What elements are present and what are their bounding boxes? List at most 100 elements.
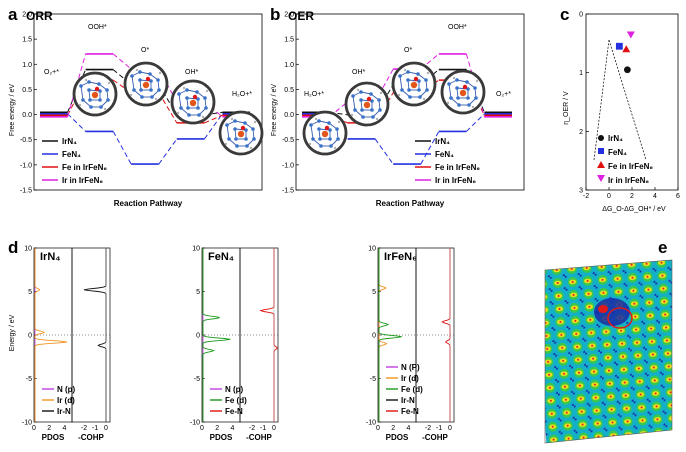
- panel-a-orr: a ORR -1.5 -1.0 -0.5 0.0 0.5 1.0 1.5 2.0 Free e…: [8, 5, 264, 208]
- y-tick-label: -10: [22, 420, 32, 427]
- panel-a-axes-frame: [33, 13, 263, 191]
- cohp-axis-label: -COHP: [246, 433, 272, 442]
- panel-a-x-axis-label: Reaction Pathway: [114, 199, 183, 208]
- legend-fe-in-irfen6: Fe in IrFeN₆: [608, 162, 653, 171]
- panel-letter-d: d: [8, 238, 18, 257]
- molecule-structure-icon: [72, 71, 118, 117]
- y-tick-label: 1.5: [22, 37, 32, 44]
- energy-connector: [158, 138, 178, 165]
- subplot-title: FeN₄: [208, 251, 234, 263]
- y-tick-label: -10: [190, 420, 200, 427]
- legend-ir-in-irfen6: Ir in IrFeN₆: [435, 176, 476, 185]
- panel-a-state-labels: O₂+* OOH* O* OH* H₂O+*: [44, 24, 252, 98]
- energy-connector: [158, 92, 178, 124]
- panel-a-title: ORR: [26, 9, 53, 23]
- pdos-curve: [378, 248, 402, 422]
- panel-b-y-axis-label: Free energy / eV: [271, 84, 278, 136]
- energy-connector: [112, 131, 132, 165]
- legend-label: Ir-N: [401, 396, 415, 405]
- panel-letter-a: a: [8, 5, 18, 24]
- y-tick-label: 5: [28, 289, 32, 296]
- charge-density-map: [545, 260, 672, 443]
- x-tick-label: 2: [630, 193, 634, 200]
- panel-c-volcano-lines: [593, 39, 647, 161]
- state-label-ooh: OOH*: [88, 24, 107, 31]
- y-tick-label: -1.5: [20, 188, 32, 195]
- panel-c-y-axis-label: η_OER / V: [563, 91, 570, 125]
- pdos-curve: [34, 248, 67, 422]
- y-tick-label: 0: [28, 333, 32, 340]
- legend-fen4: FeN₄: [62, 150, 81, 159]
- subplot-title: IrFeN₆: [384, 251, 417, 263]
- y-tick-label: -1.0: [20, 162, 32, 169]
- y-tick-label: 0.0: [284, 112, 294, 119]
- y-tick-label: -1.0: [282, 162, 294, 169]
- x-tick-label: -1: [260, 425, 266, 432]
- y-tick-label: -5: [370, 376, 376, 383]
- legend-label: Ir (d): [401, 374, 419, 383]
- subplot-title: IrN₄: [40, 251, 61, 263]
- legend-irn4: IrN₄: [62, 137, 77, 146]
- x-tick-label: 4: [406, 425, 410, 432]
- y-tick-label: 1.0: [284, 62, 294, 69]
- y-tick-label: 2.0: [284, 12, 294, 19]
- y-tick-label: 0: [372, 333, 376, 340]
- panel-b-oer: b OER -1.5 -1.0 -0.5 0.0 0.5 1.0 1.5 2.0 Free e…: [270, 5, 525, 208]
- x-tick-label: 4: [62, 425, 66, 432]
- y-tick-label: -0.5: [282, 137, 294, 144]
- pdos-curve: [202, 248, 231, 422]
- energy-connector: [374, 138, 394, 165]
- panel-c-x-axis-label: ΔG_O-ΔG_OH* / eV: [602, 206, 666, 213]
- state-label-oh: OH*: [185, 69, 199, 76]
- panel-b-title: OER: [288, 9, 314, 23]
- panel-b-x-axis-label: Reaction Pathway: [376, 199, 445, 208]
- x-tick-label: 0: [272, 425, 276, 432]
- data-point-irn4: [624, 66, 631, 74]
- panel-letter-c: c: [560, 5, 569, 24]
- panel-b-state-labels: H₂O+* OH* O* OOH* O₂+*: [304, 24, 511, 98]
- legend-label: Ir-N: [57, 407, 71, 416]
- legend-ir-in-irfen6: Ir in IrFeN₆: [608, 176, 649, 185]
- x-tick-label: 2: [47, 425, 51, 432]
- y-tick-label: 10: [24, 246, 32, 253]
- data-point-fen4: [615, 42, 623, 50]
- legend-label: Ir (d): [57, 396, 75, 405]
- y-tick-label: -1.5: [282, 188, 294, 195]
- y-tick-label: 1: [579, 70, 583, 77]
- y-tick-label: 3: [579, 188, 583, 195]
- molecule-structure-icon: [123, 61, 169, 107]
- legend-irn4: IrN₄: [435, 137, 450, 146]
- panel-b-axes-frame: [295, 13, 525, 191]
- y-tick-label: -10: [366, 420, 376, 427]
- x-tick-label: 0: [32, 425, 36, 432]
- x-tick-label: 0: [448, 425, 452, 432]
- panel-a-legend: IrN₄ FeN₄ Fe in IrFeN₆ Ir in IrFeN₆: [42, 137, 107, 185]
- x-tick-label: -2: [81, 425, 87, 432]
- legend-fe-in-irfen6: Fe in IrFeN₆: [435, 163, 480, 172]
- y-tick-label: 2: [579, 129, 583, 136]
- legend-label: N (p): [225, 385, 244, 394]
- legend-label: N (P): [401, 363, 420, 372]
- x-tick-label: 6: [676, 193, 680, 200]
- y-tick-label: -5: [26, 376, 32, 383]
- molecule-structure-icon: [344, 81, 390, 127]
- panel-a-y-axis: -1.5 -1.0 -0.5 0.0 0.5 1.0 1.5 2.0: [20, 12, 37, 195]
- panel-e-charge-map: e: [544, 238, 673, 444]
- legend-label: Fe-N: [225, 407, 243, 416]
- energy-connector: [203, 113, 223, 140]
- x-tick-label: 4: [653, 193, 657, 200]
- state-label-o2: O₂+*: [44, 69, 59, 76]
- x-tick-label: 2: [391, 425, 395, 432]
- y-tick-label: 0.5: [22, 87, 32, 94]
- state-label-o: O*: [404, 47, 412, 54]
- x-tick-label: -2: [249, 425, 255, 432]
- state-label-h2o: H₂O+*: [304, 91, 324, 98]
- state-label-o2: O₂+*: [496, 91, 511, 98]
- panel-b-molecule-structures: [302, 61, 486, 156]
- state-label-o: O*: [141, 47, 149, 54]
